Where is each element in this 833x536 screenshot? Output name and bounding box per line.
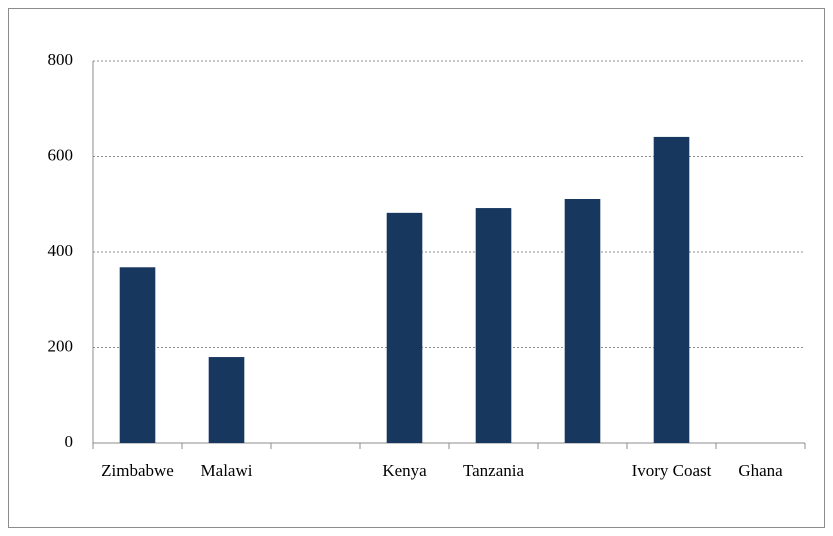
- y-tick-label: 0: [65, 432, 74, 451]
- x-tick-label: Tanzania: [463, 461, 525, 480]
- bar: [119, 267, 156, 443]
- y-tick-label: 200: [48, 336, 74, 355]
- x-tick-label: Ivory Coast: [632, 461, 712, 480]
- x-tick-label: Ghana: [738, 461, 783, 480]
- bar: [386, 212, 423, 443]
- x-tick-label: Malawi: [201, 461, 253, 480]
- bar: [475, 208, 512, 443]
- y-tick-label: 600: [48, 145, 74, 164]
- y-tick-label: 400: [48, 241, 74, 260]
- x-tick-label: Zimbabwe: [101, 461, 174, 480]
- bar: [653, 136, 690, 444]
- bar: [208, 357, 245, 443]
- bar: [564, 198, 601, 443]
- x-tick-label: Kenya: [382, 461, 427, 480]
- y-tick-label: 800: [48, 50, 74, 69]
